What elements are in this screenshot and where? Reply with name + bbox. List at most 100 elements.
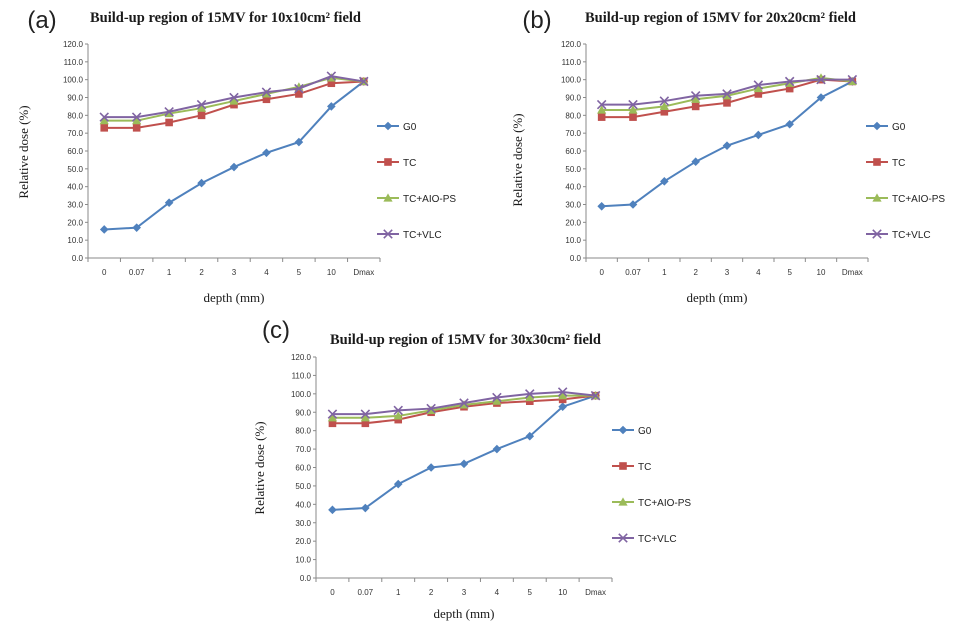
y-tick-label: 100.0 <box>561 76 582 85</box>
legend-item: TC <box>377 158 416 169</box>
y-axis-title: Relative dose (%) <box>16 105 31 198</box>
data-point <box>197 111 206 120</box>
y-tick-labels: 0.0 10.0 20.0 30.0 40.0 50.0 60.0 70.0 80.0 90.0 1… <box>561 40 586 263</box>
data-point <box>328 419 337 428</box>
data-point <box>394 415 403 424</box>
y-tick-label: 120.0 <box>63 40 84 49</box>
square-marker <box>361 419 370 428</box>
x-tick-label: 1 <box>662 268 667 277</box>
triangle-marker <box>558 391 568 400</box>
legend-label: TC+AIO-PS <box>892 194 945 205</box>
legend-item: TC+VLC <box>612 533 677 545</box>
y-tick-label: 40.0 <box>565 183 581 192</box>
x-marker-stroke <box>628 99 638 110</box>
legend-marker <box>619 462 627 470</box>
diamond-marker <box>691 157 700 166</box>
y-tick-label: 110.0 <box>292 371 312 380</box>
data-point <box>327 79 336 88</box>
data-point <box>262 148 271 158</box>
legend: G0 TC TC+AIO-PS TC+VLC <box>377 121 456 241</box>
legend-label: G0 <box>638 426 652 437</box>
legend-marker <box>383 193 393 202</box>
y-tick-label: 20.0 <box>67 218 83 227</box>
legend-item: TC+AIO-PS <box>612 497 691 509</box>
triangle-marker <box>525 392 535 402</box>
legend-label: TC+VLC <box>892 230 931 241</box>
data-point <box>132 223 141 232</box>
x-tick-label: 4 <box>264 268 269 277</box>
data-point <box>459 398 469 408</box>
data-point <box>262 95 271 104</box>
series-g0 <box>328 391 600 515</box>
x-marker-stroke <box>618 533 628 543</box>
y-tick-label: 40.0 <box>295 500 311 509</box>
x-tick-label: 3 <box>725 268 730 277</box>
x-tick-label: 5 <box>528 588 533 597</box>
triangle-marker <box>753 83 763 93</box>
x-tick-label: 2 <box>693 268 698 277</box>
diamond-marker <box>229 162 239 172</box>
y-tick-label: 100.0 <box>291 390 312 399</box>
data-point <box>597 105 607 114</box>
diamond-marker <box>628 200 638 209</box>
data-point <box>753 80 764 90</box>
data-point <box>360 413 370 422</box>
data-point <box>754 130 763 140</box>
y-tick-label: 90.0 <box>565 94 581 103</box>
y-tick-label: 0.0 <box>570 254 582 263</box>
diamond-marker <box>597 201 606 211</box>
data-point <box>492 392 502 403</box>
x-tick-labels: 0 0.07 1 2 3 4 5 10 Dmax <box>585 258 869 277</box>
data-point <box>660 107 669 116</box>
data-point <box>164 198 174 208</box>
x-marker-stroke <box>426 403 436 414</box>
data-point <box>229 92 239 103</box>
y-tick-label: 10.0 <box>565 236 581 245</box>
square-marker <box>165 118 173 127</box>
triangle-marker <box>99 116 109 125</box>
data-point <box>525 389 535 399</box>
data-point <box>132 116 142 125</box>
square-marker <box>785 84 794 93</box>
legend-item: TC+AIO-PS <box>866 193 945 205</box>
data-point <box>597 113 606 121</box>
data-point <box>847 74 858 85</box>
x-tick-label: 4 <box>495 588 500 597</box>
data-point <box>294 83 304 94</box>
data-point <box>326 71 337 81</box>
legend-label: TC+VLC <box>638 534 677 545</box>
x-axis-title: depth (mm) <box>203 290 264 305</box>
data-point <box>628 200 638 209</box>
x-marker-stroke <box>327 409 338 419</box>
legend-item: G0 <box>866 121 906 133</box>
data-point <box>691 94 701 103</box>
x-tick-label: 0.07 <box>358 588 374 597</box>
y-tick-label: 120.0 <box>291 353 312 362</box>
legend-item: TC <box>612 462 651 473</box>
x-tick-label: 10 <box>327 268 336 277</box>
legend-marker <box>618 425 628 435</box>
x-marker-stroke <box>360 409 371 419</box>
x-marker-stroke <box>261 87 272 97</box>
y-tick-label: 30.0 <box>295 519 311 528</box>
legend-marker <box>872 193 882 202</box>
x-marker-stroke <box>459 398 469 408</box>
data-point <box>459 459 469 469</box>
data-point <box>99 112 109 122</box>
diamond-marker <box>785 119 794 129</box>
y-tick-label: 50.0 <box>295 482 311 491</box>
data-point <box>557 387 568 397</box>
square-marker <box>327 79 336 88</box>
legend-marker <box>384 158 392 166</box>
legend-marker <box>618 533 628 543</box>
y-tick-label: 50.0 <box>565 165 581 174</box>
y-tick-label: 70.0 <box>565 129 581 138</box>
x-marker-stroke <box>383 229 393 239</box>
diamond-marker <box>754 130 763 140</box>
diamond-marker <box>383 121 393 131</box>
data-point <box>328 505 337 515</box>
data-point <box>596 99 607 110</box>
data-point <box>426 463 436 472</box>
panel-label: (a) <box>27 7 56 34</box>
x-marker-stroke <box>294 83 304 94</box>
